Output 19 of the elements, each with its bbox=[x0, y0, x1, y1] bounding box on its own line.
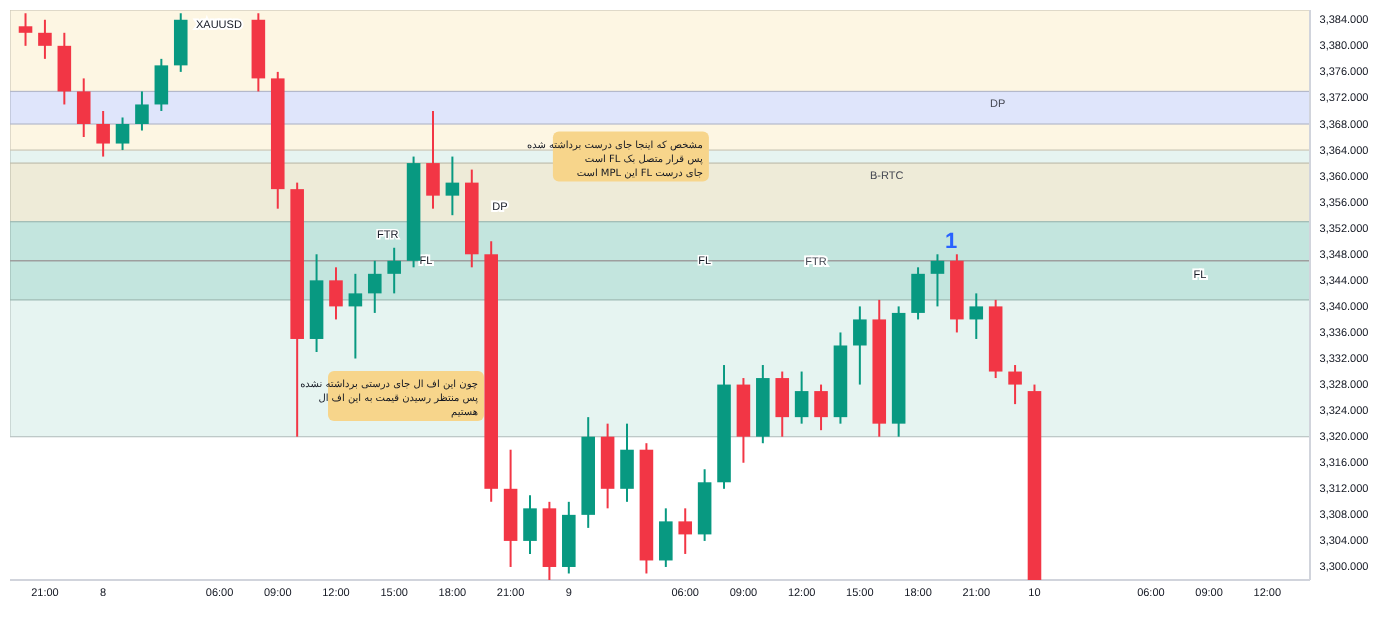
annotation: 1 bbox=[944, 230, 958, 255]
candlestick bbox=[678, 507, 693, 555]
candlestick bbox=[775, 370, 790, 438]
candlestick bbox=[445, 155, 460, 217]
candlestick bbox=[348, 272, 363, 360]
candlestick bbox=[387, 246, 401, 295]
candlestick bbox=[930, 253, 945, 308]
candlestick bbox=[329, 266, 343, 321]
candlestick bbox=[426, 109, 440, 210]
candlestick bbox=[814, 383, 828, 432]
candlestick bbox=[1008, 364, 1022, 406]
candlestick bbox=[523, 494, 537, 555]
candlestick bbox=[620, 422, 634, 503]
candlestick bbox=[794, 370, 809, 425]
candlestick bbox=[969, 292, 984, 340]
candlestick bbox=[853, 305, 867, 386]
candlestick bbox=[911, 266, 925, 321]
candlestick bbox=[367, 259, 382, 314]
candlestick bbox=[659, 507, 673, 568]
